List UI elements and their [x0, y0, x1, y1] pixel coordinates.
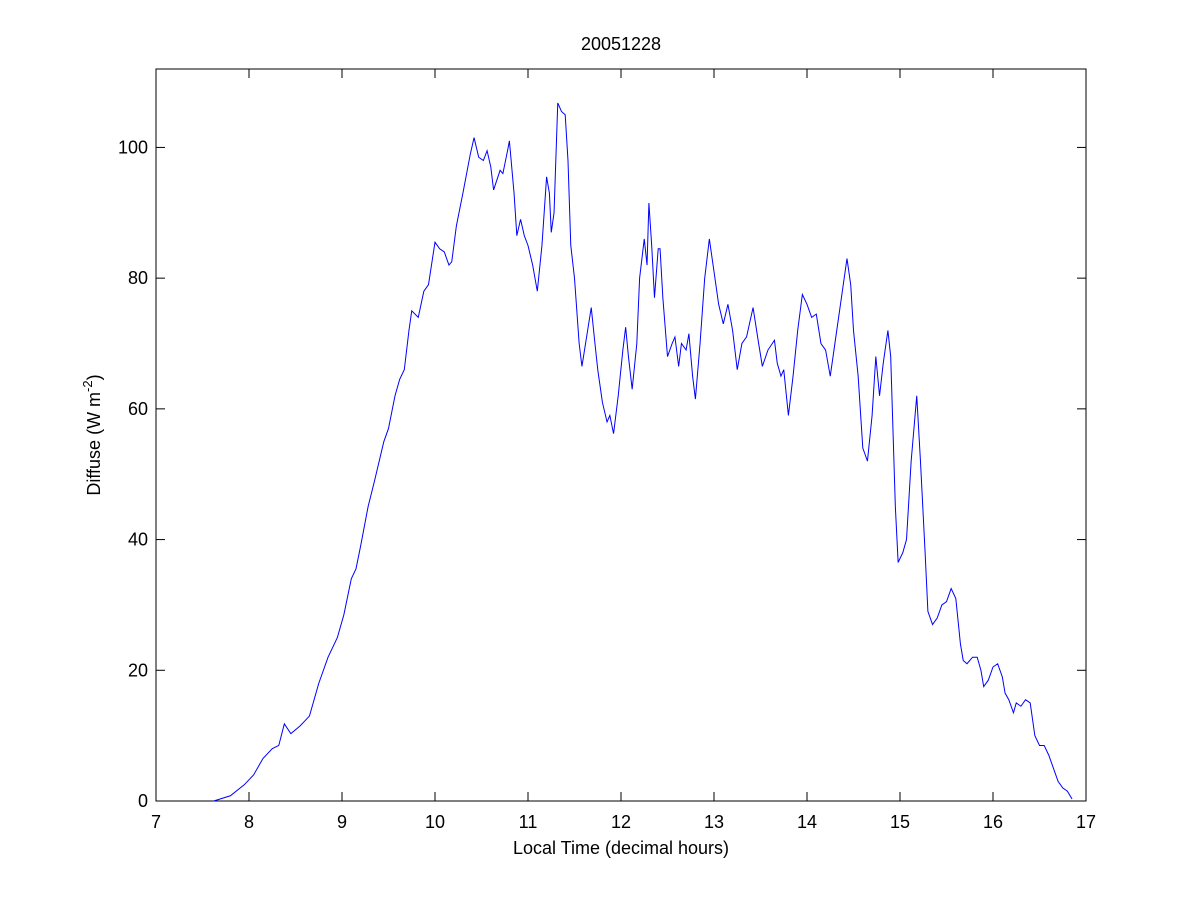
- y-tick-label: 100: [118, 137, 148, 157]
- y-tick-label: 80: [128, 268, 148, 288]
- y-label-close: ): [84, 374, 104, 380]
- x-tick-label: 7: [151, 812, 161, 832]
- data-line: [213, 102, 1073, 802]
- x-tick-label: 16: [983, 812, 1003, 832]
- y-tick-label: 60: [128, 399, 148, 419]
- y-tick-label: 40: [128, 530, 148, 550]
- x-tick-label: 8: [244, 812, 254, 832]
- x-tick-label: 9: [337, 812, 347, 832]
- x-tick-label: 11: [519, 812, 538, 832]
- y-tick-label: 0: [138, 791, 148, 811]
- x-axis-label: Local Time (decimal hours): [513, 838, 729, 858]
- y-axis-label: Diffuse (W m-2): [80, 374, 104, 495]
- chart-title: 20051228: [581, 34, 661, 54]
- x-tick-label: 12: [611, 812, 631, 832]
- plot-frame: [155, 68, 1087, 802]
- y-label-exponent: -2: [80, 380, 95, 392]
- y-label-text: Diffuse (W m: [84, 392, 104, 496]
- x-tick-label: 13: [704, 812, 724, 832]
- y-tick-label: 20: [128, 660, 148, 680]
- x-tick-label: 10: [425, 812, 445, 832]
- x-tick-label: 14: [797, 812, 817, 832]
- x-tick-label: 17: [1076, 812, 1096, 832]
- x-tick-label: 15: [890, 812, 910, 832]
